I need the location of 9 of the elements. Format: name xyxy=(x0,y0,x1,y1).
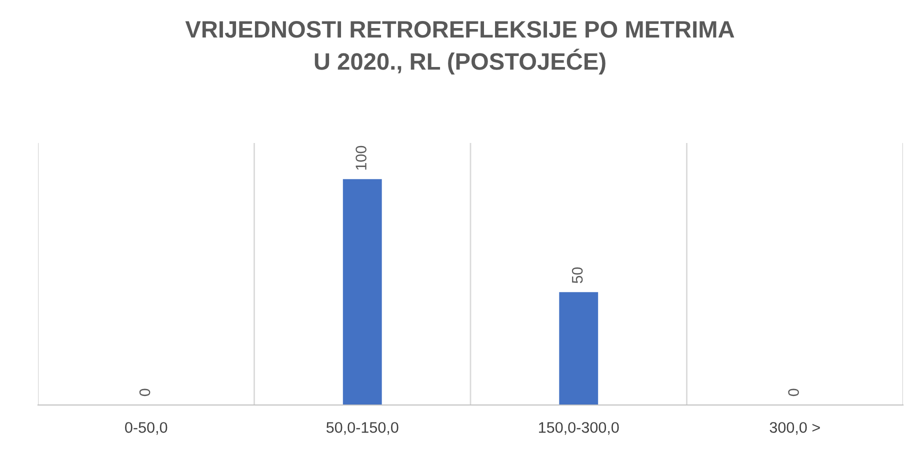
data-label: 0 xyxy=(788,388,799,396)
x-tick-label: 0-50,0 xyxy=(125,422,168,435)
data-label: 0 xyxy=(139,388,150,396)
x-tick-label: 150,0-300,0 xyxy=(539,422,619,435)
x-tick-label: 300,0 > xyxy=(770,422,820,435)
chart-title: VRIJEDNOSTI RETROREFLEKSIJE PO METRIMA U 2020., RL (POSTOJEĆE) xyxy=(185,21,734,75)
x-tick-label: 50,0-150,0 xyxy=(326,422,398,435)
data-label: 100 xyxy=(356,146,366,170)
data-label: 50 xyxy=(572,267,583,284)
